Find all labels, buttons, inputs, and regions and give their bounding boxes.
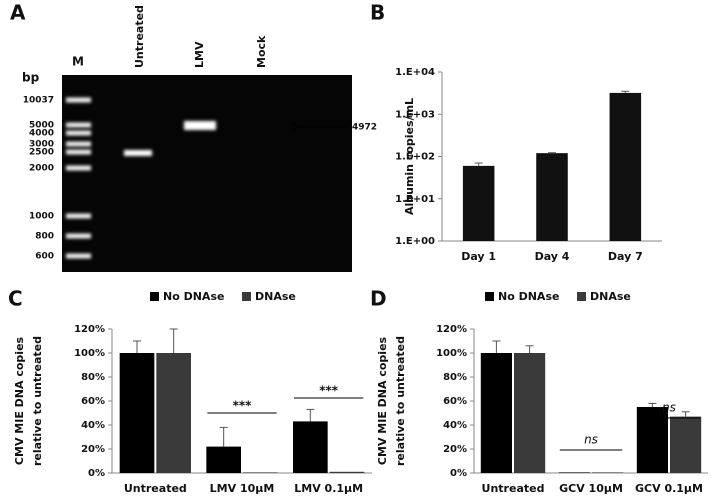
bar	[609, 92, 642, 241]
legend-label: DNAse	[590, 290, 631, 303]
ladder-band	[66, 141, 91, 147]
significance-label: ***	[319, 384, 339, 398]
ladder-label: 10037	[23, 96, 54, 106]
ladder-band	[66, 97, 91, 103]
ladder-band	[66, 233, 91, 239]
sample-band	[184, 121, 216, 130]
legend-label: No DNAse	[498, 290, 559, 303]
bar	[536, 153, 568, 241]
panel-letter: C	[8, 287, 23, 311]
y-tick-label: 0%	[88, 468, 105, 479]
x-tick-label: LMV 0.1μM	[294, 482, 363, 495]
lane-label: Untreated	[133, 5, 146, 68]
bar	[293, 421, 328, 473]
y-tick-label: 100%	[436, 348, 467, 359]
panel-letter: B	[370, 1, 385, 25]
significance-label: ***	[233, 399, 253, 413]
y-tick-label: 20%	[443, 444, 467, 455]
y-tick-label: 80%	[443, 372, 467, 383]
ladder-label: 2500	[29, 148, 54, 158]
ladder-band	[66, 213, 91, 219]
bar	[670, 416, 702, 473]
x-tick-label: Day 7	[608, 250, 643, 263]
ladder-label: 5000	[29, 121, 54, 131]
bar	[156, 353, 191, 473]
legend-swatch	[150, 292, 159, 301]
ladder-band	[66, 149, 91, 155]
ladder-band	[66, 130, 91, 136]
lane-label: M	[72, 55, 84, 69]
bar	[119, 353, 155, 473]
ladder-band	[66, 122, 91, 128]
y-axis-label: Albumin copies/mL	[403, 98, 416, 215]
y-tick-label: 1.E+03	[395, 109, 435, 120]
bar	[558, 472, 590, 473]
sample-band	[124, 150, 152, 156]
panel-letter: D	[370, 287, 387, 311]
y-tick-label: 100%	[74, 348, 105, 359]
ladder-label: 1000	[29, 212, 54, 222]
ladder-label: 600	[35, 252, 54, 262]
x-tick-label: Untreated	[482, 482, 545, 495]
y-axis-label: CMV MIE DNA copies	[13, 336, 26, 465]
legend-label: No DNAse	[163, 290, 224, 303]
x-tick-label: Untreated	[124, 482, 187, 495]
y-tick-label: 1.E+04	[395, 67, 435, 78]
x-tick-label: Day 4	[535, 250, 570, 263]
bar	[206, 446, 241, 473]
y-axis-label: relative to untreated	[394, 336, 407, 466]
x-tick-label: LMV 10μM	[210, 482, 275, 495]
bar	[243, 472, 278, 473]
bar	[592, 472, 624, 473]
ladder-band	[66, 253, 91, 259]
lane-label: Mock	[255, 35, 268, 68]
legend-swatch	[242, 292, 251, 301]
y-tick-label: 1.E+01	[395, 194, 435, 205]
ladder-label: 2000	[29, 164, 54, 174]
bar	[514, 353, 546, 473]
y-tick-label: 0%	[450, 468, 467, 479]
y-axis-label: relative to untreated	[31, 336, 44, 466]
y-tick-label: 60%	[443, 396, 467, 407]
x-tick-label: GCV 10μM	[559, 482, 623, 495]
y-tick-label: 80%	[81, 372, 105, 383]
legend-swatch	[577, 292, 586, 301]
gel-image	[62, 75, 352, 272]
y-tick-label: 120%	[436, 324, 467, 335]
x-tick-label: GCV 0.1μM	[635, 482, 703, 495]
significance-label: ns	[662, 401, 676, 415]
ladder-label: 4000	[29, 129, 54, 139]
legend-swatch	[485, 292, 494, 301]
y-tick-label: 1.E+00	[395, 236, 435, 247]
y-tick-label: 60%	[81, 396, 105, 407]
y-tick-label: 40%	[443, 420, 467, 431]
y-tick-label: 40%	[81, 420, 105, 431]
ladder-label: 800	[35, 232, 54, 242]
bar	[462, 165, 495, 241]
bar	[480, 353, 512, 473]
panel-letter: A	[10, 1, 26, 25]
unit-label: bp	[22, 71, 40, 85]
x-tick-label: Day 1	[461, 250, 496, 263]
y-tick-label: 20%	[81, 444, 105, 455]
ladder-band	[66, 165, 91, 171]
y-axis-label: CMV MIE DNA copies	[376, 336, 389, 465]
arrow-label: 4972	[352, 123, 377, 133]
lane-label: LMV	[193, 41, 206, 68]
ladder-label: 3000	[29, 140, 54, 150]
legend-label: DNAse	[255, 290, 296, 303]
bar	[636, 407, 668, 473]
bar	[329, 471, 365, 473]
y-tick-label: 120%	[74, 324, 105, 335]
significance-label: ns	[584, 433, 598, 447]
y-tick-label: 1.E+02	[395, 152, 435, 163]
